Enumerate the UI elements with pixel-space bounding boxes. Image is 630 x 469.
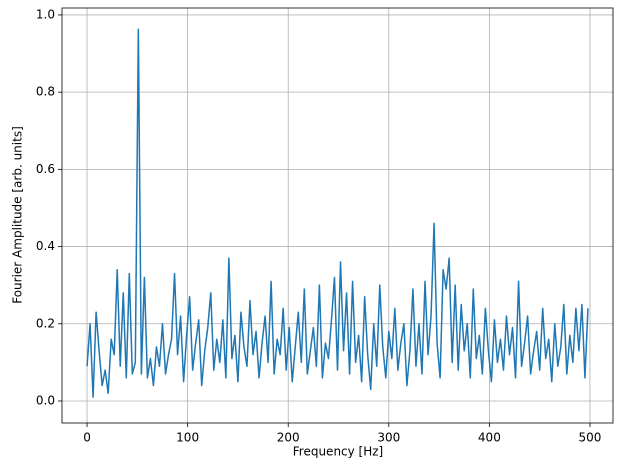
- y-tick-label: 0.4: [36, 239, 55, 253]
- plot-frame: [61, 7, 614, 424]
- x-axis-label: Frequency [Hz]: [293, 445, 384, 459]
- y-tick-label: 0.2: [36, 316, 55, 330]
- x-tick-label: 100: [176, 431, 199, 445]
- x-tick-label: 300: [377, 431, 400, 445]
- y-tick-label: 0.0: [36, 393, 55, 407]
- x-tick-label: 400: [478, 431, 501, 445]
- y-tick-label: 0.6: [36, 162, 55, 176]
- y-tick-label: 0.8: [36, 85, 55, 99]
- data-line: [86, 28, 589, 398]
- x-tick-label: 500: [579, 431, 602, 445]
- y-axis-label: Fourier Amplitude [arb. units]: [11, 126, 25, 304]
- x-tick-label: 200: [277, 431, 300, 445]
- x-tick-label: 0: [83, 431, 91, 445]
- y-tick-label: 1.0: [36, 7, 55, 21]
